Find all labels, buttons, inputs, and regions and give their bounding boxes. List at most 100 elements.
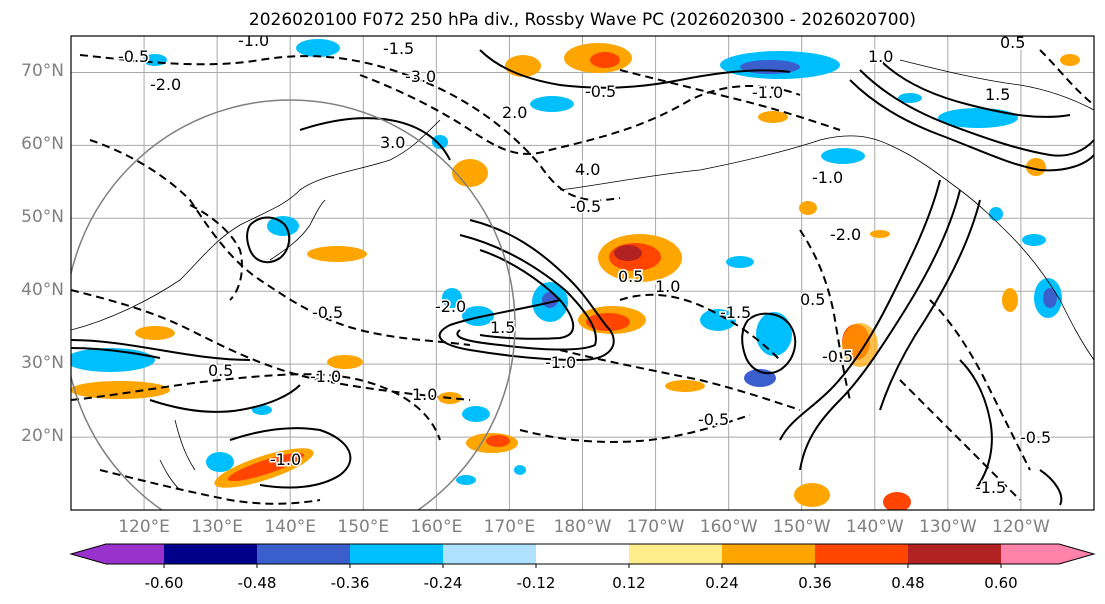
longitude-label: 130°W [918,517,977,537]
contour-label: 0.5 [208,361,233,380]
divergence-shading [71,39,1080,510]
positive-contours [71,49,1094,506]
contour-label: 1.5 [490,318,515,337]
shade-positive [586,313,630,331]
colorbar-tick-label: -0.48 [237,574,277,592]
coastline-na-west [1009,234,1094,361]
contour-positive [859,69,1094,157]
colorbar-tick-label: -0.24 [423,574,463,592]
shade-positive [870,230,890,238]
shade-positive [71,381,170,399]
contour-negative [929,299,1031,471]
shade-negative [530,96,574,112]
contour-positive [959,359,993,491]
latitude-label: 30°N [21,353,64,374]
contour-positive [799,189,961,471]
contour-label: 2.0 [502,103,527,122]
contour-positive [879,199,981,411]
longitude-label: 170°E [483,517,536,537]
contour-negative [619,293,781,361]
shade-positive [758,111,788,123]
shade-negative [442,288,462,308]
map-frame [70,35,1095,511]
contour-positive [71,347,161,359]
shade-positive [1060,54,1080,66]
shade-positive [614,245,642,261]
shade-negative [1022,234,1046,246]
contour-label: 1.0 [868,47,893,66]
contour-label: -1.5 [383,39,414,58]
colorbar-tick-label: -0.60 [144,574,184,592]
map-plot-area: -0.5 -1.0 -1.5 -2.0 -3.0 -0.5 -1.0 0.5 1.0 1.5 2.0… [71,31,1094,510]
contour-label: -1.5 [720,303,751,322]
coastline-asia [71,119,441,331]
shade-negative [267,216,299,236]
shade-positive [135,326,175,340]
contour-label: -0.5 [570,197,601,216]
figure-title: 2026020100 F072 250 hPa div., Rossby Wav… [248,10,917,30]
gridlines [71,36,1094,510]
negative-contours [71,49,1094,505]
colorbar-segment [629,544,723,564]
contour-negative [89,139,471,346]
contour-label: 1.5 [985,85,1010,104]
shade-negative [740,60,800,74]
longitude-label: 160°E [410,517,463,537]
contour-positive [479,249,575,340]
contour-negative [799,229,851,401]
shade-negative [296,39,340,57]
contour-label: -2.0 [150,75,181,94]
contour-positive [1039,469,1063,506]
contour-positive [71,339,251,361]
shade-negative [71,348,155,372]
contour-label: -0.5 [822,347,853,366]
colorbar-tick-label: -0.12 [516,574,556,592]
longitude-label: 150°E [337,517,390,537]
contour-label: -1.5 [975,478,1006,497]
colorbar-segment [536,544,630,564]
contour-negative [559,349,801,411]
shade-positive [842,323,878,367]
contour-label: -0.5 [312,303,343,322]
contour-positive [299,117,451,161]
shade-negative [252,405,272,415]
shade-negative [462,406,490,422]
longitude-label: 120°W [992,517,1050,537]
contour-label: -2.0 [830,225,861,244]
latitude-label: 20°N [21,426,64,447]
coastline-philippines [159,419,196,491]
contour-label: -1.0 [752,83,783,102]
contour-label: -1.0 [545,353,576,372]
colorbar-segment [908,544,1002,564]
contour-label: -1.0 [270,450,301,469]
shade-positive [883,492,911,510]
shade-negative [456,475,476,485]
colorbar-segment [257,544,351,564]
contour-label: 1.0 [655,277,680,296]
contour-label: -0.5 [118,47,149,66]
contour-label: 0.5 [1000,33,1025,52]
shade-positive [665,380,705,392]
contour-label: 3.0 [380,133,405,152]
contour-label: -1.0 [238,31,269,50]
contour-label: 4.0 [575,160,600,179]
shade-negative [898,93,922,103]
colorbar-tick-label: 0.12 [612,574,646,592]
latitude-label: 40°N [21,280,64,301]
shade-negative [462,306,494,326]
latitude-label: 50°N [21,207,64,228]
longitude-label: 170°W [626,517,685,537]
colorbar [69,543,1096,568]
latitude-label: 70°N [21,61,64,82]
longitude-label: 140°E [264,517,317,537]
contour-labels: -0.5 -1.0 -1.5 -2.0 -3.0 -0.5 -1.0 0.5 1.0 1.5 2.0… [117,31,1053,499]
contour-label: -1.0 [812,168,843,187]
colorbar-segment [350,544,444,564]
contour-negative [99,469,321,505]
contour-negative [619,69,841,131]
shade-positive [327,355,363,369]
colorbar-segment [815,544,909,564]
coastline-arctic [899,59,1094,111]
contour-positive [149,384,301,413]
